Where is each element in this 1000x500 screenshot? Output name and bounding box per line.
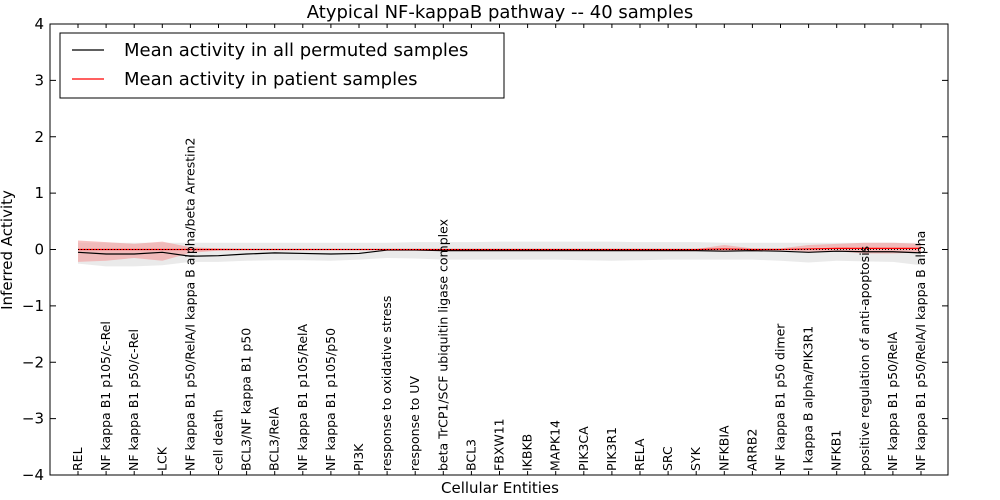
category-label: ARRB2: [744, 429, 759, 471]
category-label: BCL3: [463, 439, 478, 471]
category-label: cell death: [211, 409, 226, 471]
legend-label-permuted: Mean activity in all permuted samples: [124, 40, 468, 61]
category-label: BCL3/NF kappa B1 p50: [239, 328, 254, 471]
y-tick-label: 1: [34, 184, 44, 202]
category-label: NF kappa B1 p105/RelA: [295, 324, 310, 471]
category-label: NF kappa B1 p50/RelA: [885, 331, 900, 471]
category-label: NF kappa B1 p50/RelA/I kappa B alpha/bet…: [182, 138, 197, 472]
confidence-bands: [78, 240, 921, 267]
category-label: MAPK14: [548, 420, 563, 471]
patient-confidence-band: [78, 240, 921, 262]
y-tick-label: 0: [34, 241, 44, 259]
category-label: NFKBIA: [716, 425, 731, 471]
category-label: beta TrCP1/SCF ubiquitin ligase complex: [435, 219, 450, 471]
category-label: NF kappa B1 p50/c-Rel: [126, 329, 141, 471]
category-label: response to UV: [407, 376, 422, 471]
category-label: REL: [70, 447, 85, 471]
y-tick-label: −2: [22, 353, 44, 371]
legend-label-patient: Mean activity in patient samples: [124, 69, 418, 90]
permuted-confidence-band: [78, 241, 921, 267]
category-label: NF kappa B1 p105/p50: [323, 328, 338, 471]
category-label: PIK3R1: [604, 427, 619, 471]
category-label: NF kappa B1 p50/RelA/I kappa B alpha: [913, 231, 928, 471]
category-label: RELA: [632, 438, 647, 471]
category-label: positive regulation of anti-apoptosis: [857, 246, 872, 471]
category-label: PI3K: [351, 443, 366, 471]
category-label: IKBKB: [520, 434, 535, 471]
category-label: FBXW11: [492, 418, 507, 471]
category-label: response to oxidative stress: [379, 296, 394, 471]
category-labels: REL NF kappa B1 p105/c-Rel NF kappa B1 p50…: [70, 138, 928, 472]
y-tick-label: 2: [34, 128, 44, 146]
y-axis-label: Inferred Activity: [0, 190, 16, 310]
plot-frame: [49, 23, 949, 476]
legend-box: [59, 32, 505, 99]
category-label: BCL3/RelA: [267, 407, 282, 471]
permuted-mean-line: [77, 249, 922, 257]
legend: Mean activity in all permuted samples Me…: [59, 32, 505, 99]
category-label: NF kappa B1 p105/c-Rel: [98, 321, 113, 471]
y-tick-label: −3: [22, 410, 44, 428]
y-tick-label: 4: [34, 15, 44, 33]
y-tick-label: −4: [22, 466, 44, 484]
chart-title: Atypical NF-kappaB pathway -- 40 samples: [307, 2, 693, 23]
x-axis-ticks: [77, 24, 922, 475]
y-tick-label: 3: [34, 71, 44, 89]
category-label: PIK3CA: [576, 426, 591, 471]
category-label: NF kappa B1 p50 dimer: [773, 323, 788, 471]
x-axis-label: Cellular Entities: [441, 479, 559, 497]
category-label: SRC: [660, 446, 675, 471]
category-label: NFKB1: [829, 430, 844, 471]
y-axis-ticks: −4 −3 −2 −1 0 1 2 3 4: [22, 15, 948, 484]
category-label: SYK: [688, 446, 703, 471]
category-label: I kappa B alpha/PIK3R1: [801, 326, 816, 471]
category-label: LCK: [154, 446, 169, 471]
y-tick-label: −1: [22, 297, 44, 315]
